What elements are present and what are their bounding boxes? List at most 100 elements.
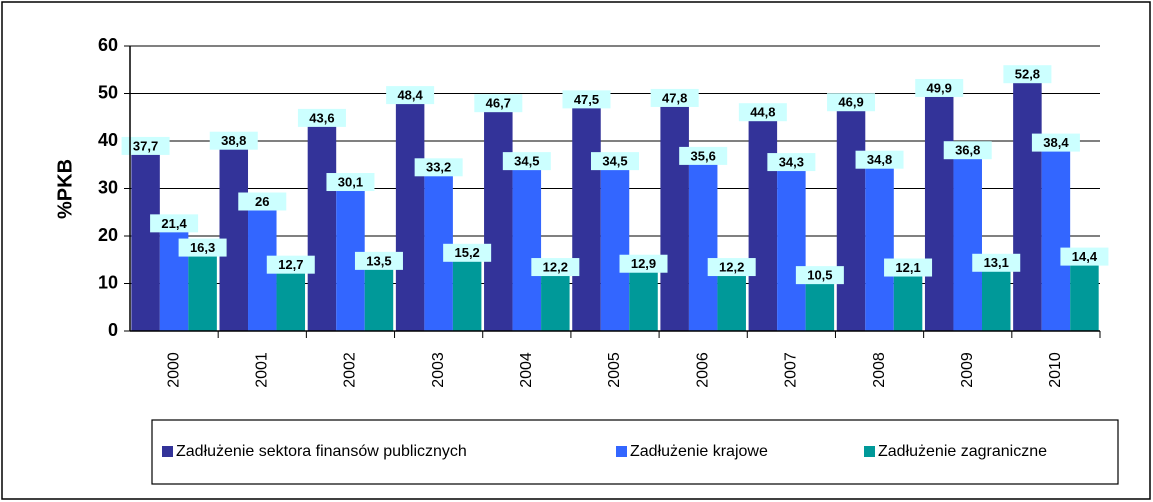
legend-swatch (864, 446, 875, 457)
legend-label: Zadłużenie zagraniczne (878, 443, 1047, 460)
value-label-box (386, 86, 435, 105)
bar (307, 123, 337, 332)
value-label-box (795, 266, 844, 285)
value-label: 52,8 (1015, 67, 1040, 82)
y-tick-label: 40 (98, 130, 118, 150)
bar (188, 253, 217, 331)
x-tick-label: 2009 (959, 352, 976, 388)
legend-label: Zadłużenie sektora finansów publicznych (176, 443, 467, 460)
x-tick-label: 2000 (165, 352, 182, 388)
value-label: 30,1 (338, 174, 363, 189)
value-label-box (121, 136, 170, 155)
bar (512, 167, 542, 331)
bar (660, 103, 689, 331)
value-label-box (650, 88, 699, 107)
value-label: 12,2 (719, 259, 744, 274)
value-label-box (679, 146, 728, 165)
value-label-box (414, 158, 463, 177)
value-label: 48,4 (397, 88, 423, 103)
x-tick-label: 2002 (342, 352, 359, 388)
value-label: 43,6 (309, 110, 334, 125)
bar (484, 109, 513, 331)
bar (541, 273, 570, 331)
legend-swatch (616, 446, 627, 457)
value-label-box (150, 214, 199, 233)
x-tick-label: 2008 (871, 352, 888, 388)
value-label-box (1003, 65, 1052, 84)
bar (688, 161, 718, 331)
bar (893, 273, 923, 331)
value-label: 34,3 (779, 155, 804, 170)
bar (276, 270, 306, 331)
value-label: 38,4 (1043, 135, 1069, 150)
value-label: 34,5 (514, 154, 539, 169)
value-label: 49,9 (927, 80, 952, 95)
value-label: 47,5 (574, 92, 599, 107)
bar (924, 93, 954, 331)
bar (717, 273, 746, 331)
value-label: 12,9 (631, 256, 656, 271)
value-label-box (531, 258, 580, 277)
y-tick-label: 0 (108, 320, 118, 340)
value-label-box (354, 251, 403, 270)
value-label-box (562, 90, 611, 109)
y-tick-label: 20 (98, 225, 118, 245)
bar (600, 167, 630, 331)
value-label-box (915, 78, 964, 97)
value-label-box (943, 141, 992, 160)
value-label: 44,8 (750, 105, 775, 120)
value-label: 12,7 (278, 257, 303, 272)
value-label-box (1060, 247, 1109, 266)
legend-box (151, 419, 1119, 485)
bar (572, 105, 601, 331)
value-label-box (266, 255, 315, 274)
x-tick-label: 2001 (253, 352, 270, 388)
y-tick-label: 10 (98, 272, 118, 292)
value-label-box (443, 243, 492, 262)
value-label: 34,8 (867, 152, 892, 167)
value-label-box (502, 152, 551, 171)
value-label: 12,2 (543, 259, 568, 274)
y-tick-label: 50 (98, 82, 118, 102)
value-label-box (738, 103, 787, 122)
value-label-box (619, 254, 668, 273)
value-label: 21,4 (161, 216, 187, 231)
bar (364, 266, 394, 331)
value-label: 13,1 (984, 255, 1009, 270)
x-tick-label: 2004 (518, 352, 535, 388)
value-label: 12,1 (895, 260, 920, 275)
value-label: 35,6 (691, 148, 716, 163)
value-label-box (178, 238, 227, 257)
value-label: 16,3 (190, 240, 215, 255)
value-label-box (238, 192, 287, 211)
value-label-box (827, 93, 876, 112)
x-tick-label: 2010 (1047, 352, 1064, 388)
bar (805, 281, 835, 331)
y-axis-label: %PKB (54, 159, 76, 219)
x-tick-label: 2006 (694, 352, 711, 388)
bar (1070, 262, 1099, 331)
bar (1041, 148, 1071, 331)
value-label-box (767, 153, 816, 172)
bar (452, 258, 482, 331)
value-label: 46,7 (486, 96, 511, 111)
value-label: 47,8 (662, 90, 687, 105)
value-label: 33,2 (426, 160, 451, 175)
value-label-box (326, 173, 375, 192)
value-label-box (1031, 133, 1080, 152)
value-label-box (707, 258, 756, 277)
value-label-box (474, 94, 523, 113)
bar (395, 101, 425, 331)
value-label: 15,2 (454, 245, 479, 260)
legend-label: Zadłużenie krajowe (630, 443, 768, 460)
bar (131, 151, 160, 331)
bar (777, 168, 806, 331)
bar (836, 108, 866, 331)
y-tick-label: 60 (98, 35, 118, 55)
value-label: 14,4 (1072, 249, 1098, 264)
bar (981, 268, 1011, 331)
x-tick-label: 2003 (430, 352, 447, 388)
value-label: 13,5 (366, 253, 391, 268)
bar (865, 165, 894, 331)
